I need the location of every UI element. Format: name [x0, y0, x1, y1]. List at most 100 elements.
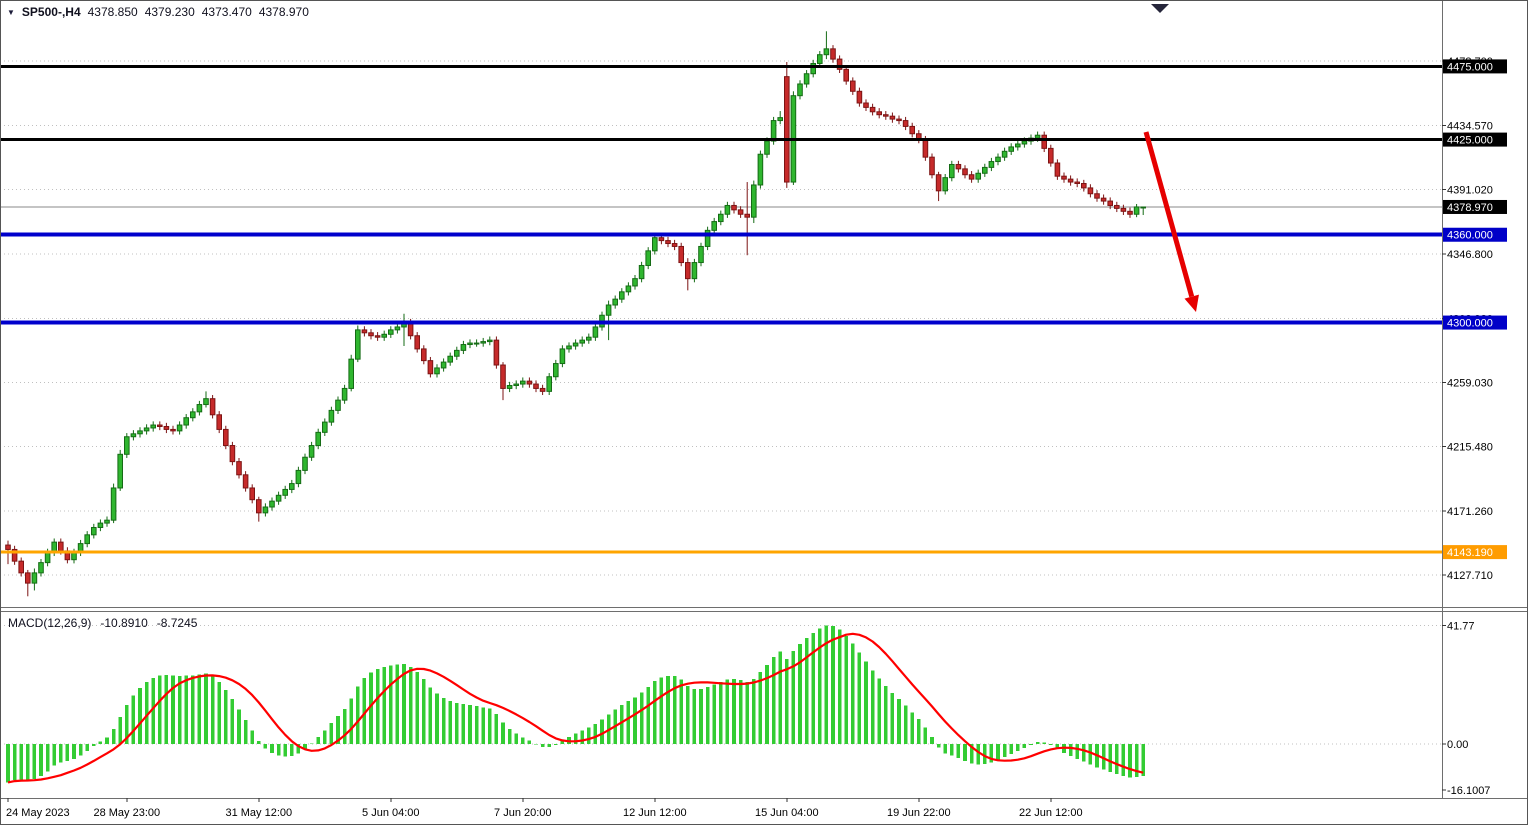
macd-histogram-bar — [1141, 744, 1145, 777]
macd-histogram-bar — [296, 744, 301, 754]
candle-bull — [803, 73, 810, 85]
candle-bull — [757, 153, 764, 186]
macd-histogram-bar — [996, 744, 1000, 761]
macd-histogram-bar — [144, 682, 149, 745]
candle-bull — [84, 534, 91, 545]
macd-histogram-bar — [507, 728, 512, 745]
macd-histogram-bar — [600, 719, 604, 745]
macd-histogram-bar — [831, 626, 835, 745]
macd-histogram-bar — [342, 708, 347, 745]
macd-histogram-bar — [554, 744, 558, 745]
candle-bull — [130, 433, 137, 438]
macd-histogram-bar — [672, 676, 677, 745]
time-axis-label: 31 May 12:00 — [225, 807, 292, 819]
macd-histogram-bar — [19, 744, 23, 780]
candle-bull — [625, 285, 632, 293]
macd-histogram-bar — [923, 727, 928, 745]
macd-histogram-bar — [620, 705, 624, 745]
candle-bull — [586, 336, 592, 341]
macd-histogram-bar — [540, 744, 545, 748]
candle-bear — [533, 383, 539, 389]
macd-histogram-bar — [1075, 744, 1079, 759]
macd-histogram-bar — [59, 744, 63, 763]
macd-histogram-bar — [857, 652, 862, 745]
candle-bull — [711, 221, 718, 231]
macd-histogram-bar — [6, 744, 10, 783]
candle-bear — [685, 262, 691, 280]
candle-bull — [1021, 140, 1028, 145]
candle-bear — [665, 240, 671, 245]
candle-bull — [394, 326, 401, 331]
candle-bear — [850, 80, 856, 92]
macd-histogram-bar — [897, 699, 901, 745]
candle-bull — [381, 333, 387, 338]
candle-bear — [1100, 197, 1107, 202]
candle-bear — [1094, 193, 1100, 199]
candle-bull — [1008, 146, 1015, 152]
macd-histogram-bar — [501, 722, 505, 745]
macd-histogram-bar — [699, 689, 703, 745]
candle-bear — [869, 106, 876, 113]
candle-bull — [275, 494, 282, 502]
macd-histogram-bar — [633, 697, 637, 745]
macd-histogram-bar — [593, 723, 598, 745]
macd-histogram-bar — [250, 730, 254, 745]
macd-histogram-bar — [362, 677, 367, 745]
macd-histogram-bar — [785, 658, 789, 745]
macd-histogram-bar — [1134, 744, 1139, 777]
macd-histogram-bar — [514, 733, 518, 745]
candle-bear — [889, 115, 896, 120]
candle-bear — [929, 156, 935, 176]
macd-histogram-bar — [105, 737, 109, 745]
macd-histogram-bar — [824, 625, 829, 745]
macd-histogram-bar — [408, 666, 413, 745]
candle-bull — [724, 204, 731, 215]
chart-shift-marker-icon — [1151, 4, 1169, 13]
candle-bull — [38, 562, 44, 574]
candle-bear — [5, 544, 11, 550]
macd-histogram-bar — [1068, 744, 1073, 757]
macd-histogram-bar — [1128, 744, 1132, 778]
candle-bull — [559, 348, 566, 365]
macd-histogram-bar — [164, 675, 169, 745]
price-level-tag-bg — [1443, 315, 1507, 330]
trend-arrow-head-icon[interactable] — [1184, 294, 1199, 312]
macd-axis-label: 41.77 — [1447, 620, 1475, 632]
candle-bear — [1081, 183, 1087, 189]
macd-histogram-bar — [884, 685, 888, 745]
candle-bear — [658, 237, 665, 242]
macd-histogram-bar — [191, 675, 195, 745]
price-level-tag-bg — [1443, 132, 1507, 147]
candle-bear — [896, 118, 902, 122]
candle-bear — [11, 548, 18, 562]
macd-histogram-bar — [653, 680, 657, 745]
price-level-tag: 4300.000 — [1447, 318, 1493, 330]
candle-bull — [1015, 143, 1021, 148]
macd-histogram-bar — [494, 713, 499, 745]
candle-bull — [269, 500, 275, 508]
macd-histogram-bar — [745, 681, 749, 745]
candle-bull — [467, 342, 473, 346]
candle-bear — [421, 348, 427, 362]
trend-arrow-line[interactable] — [1143, 131, 1195, 298]
candle-bull — [289, 483, 295, 490]
candle-bear — [922, 139, 929, 158]
symbol-dropdown-icon[interactable]: ▼ — [7, 7, 15, 17]
candle-bear — [955, 163, 962, 170]
macd-histogram-bar — [474, 706, 479, 745]
candle-bull — [513, 383, 520, 387]
macd-histogram-bar — [771, 657, 776, 745]
macd-histogram-bar — [45, 744, 50, 772]
candle-bear — [170, 428, 176, 432]
candle-bull — [770, 120, 777, 142]
candle-bear — [1067, 178, 1074, 183]
macd-histogram-bar — [39, 744, 43, 776]
candle-bull — [995, 156, 1001, 163]
macd-histogram-bar — [329, 723, 334, 745]
macd-histogram-bar — [283, 744, 287, 757]
candle-bear — [374, 335, 381, 338]
candle-bear — [361, 329, 368, 334]
candle-bull — [91, 526, 97, 536]
